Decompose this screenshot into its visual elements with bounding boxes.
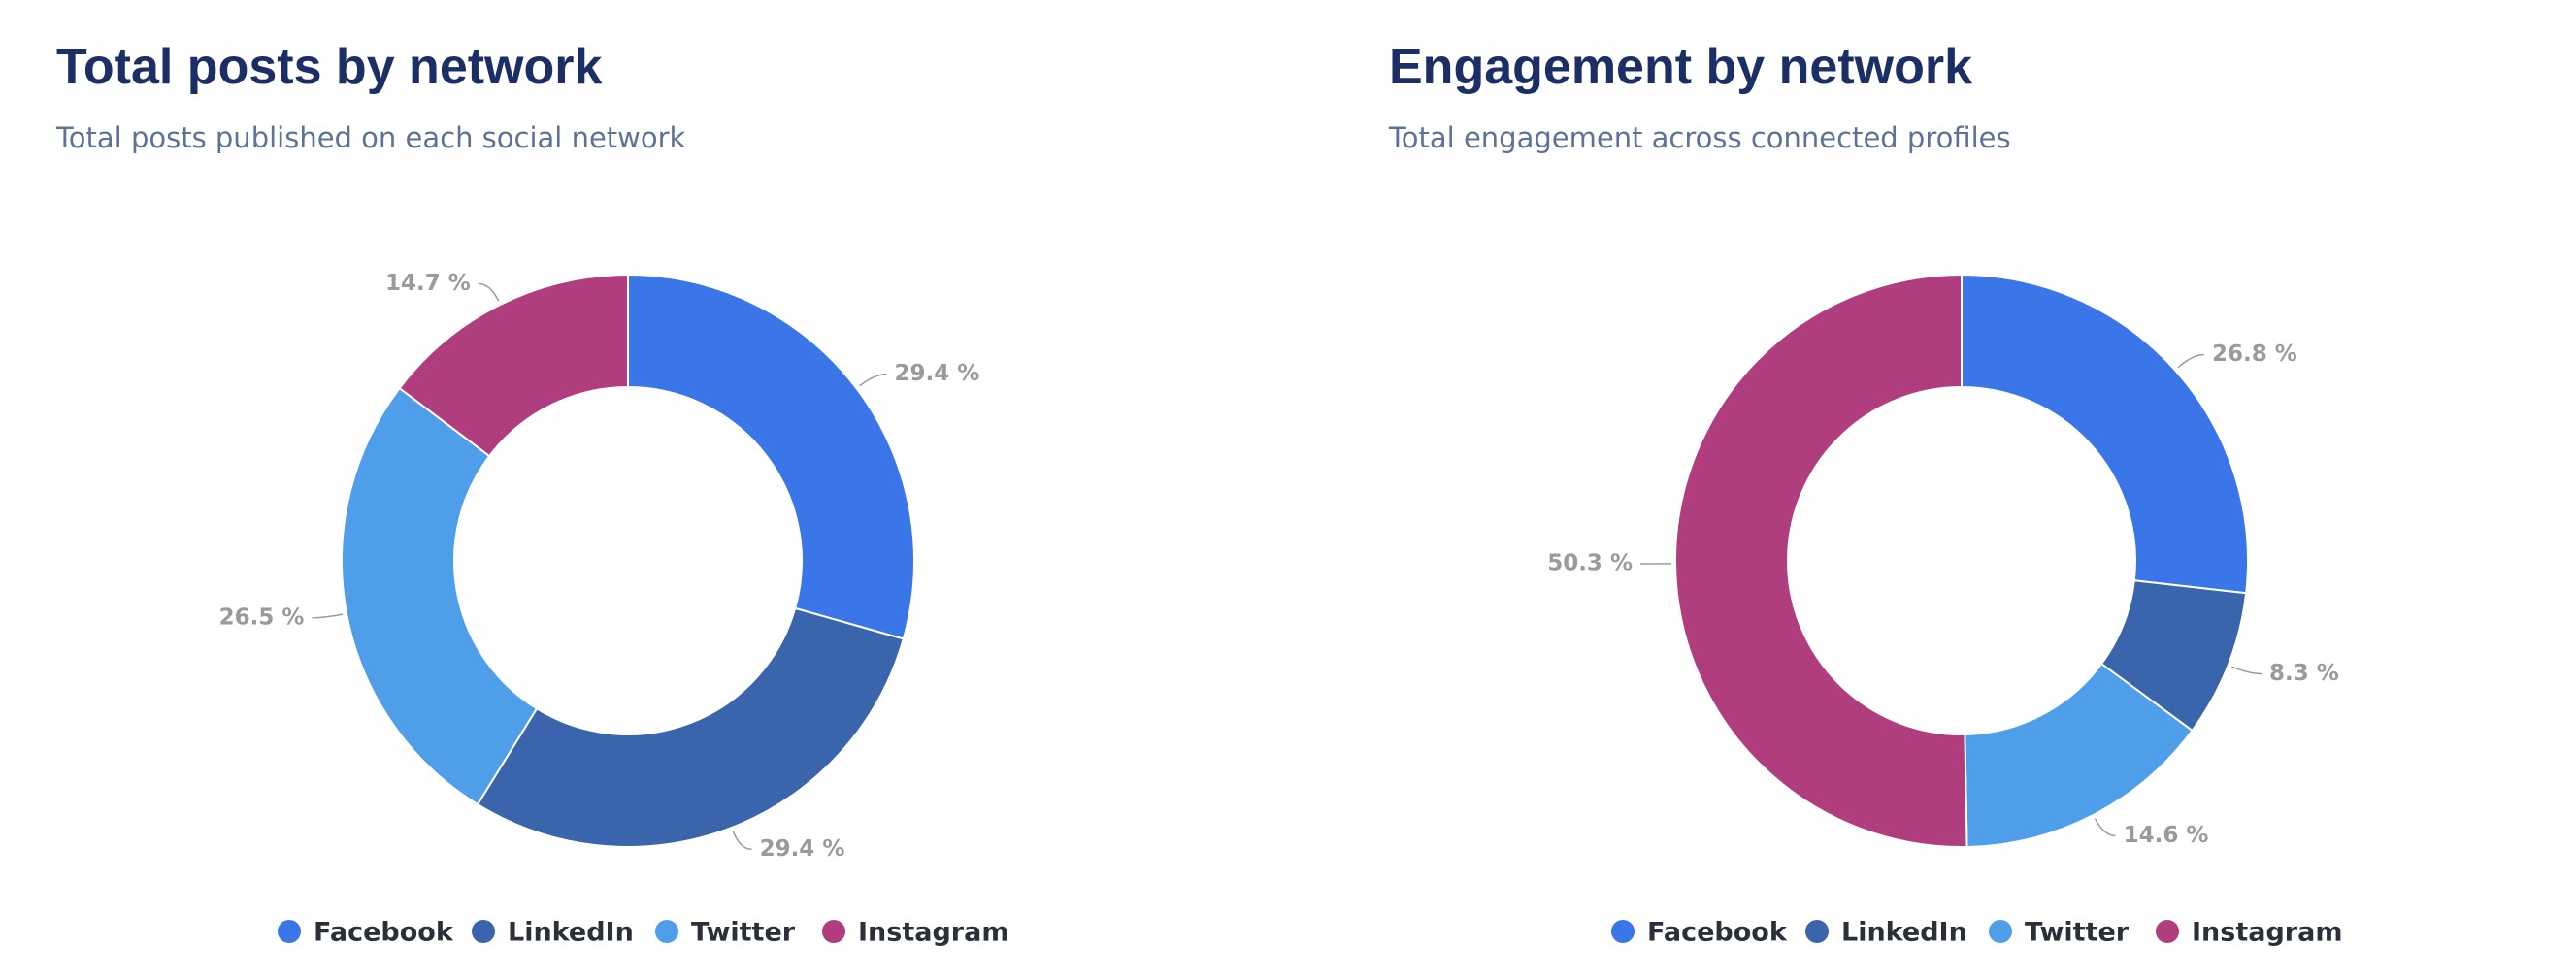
legend-label: Instagram (858, 918, 1008, 948)
chart-title: Engagement by network (1389, 39, 1972, 95)
value-label: 26.8 % (2212, 342, 2297, 367)
legend-marker (472, 920, 495, 943)
legend-marker (1611, 920, 1635, 943)
donut-slice (1674, 273, 1968, 848)
legend-label: Facebook (1647, 918, 1788, 948)
chart: Engagement by network Total engagement ac… (1388, 39, 2342, 948)
chart-subtitle: Total posts published on each social net… (55, 121, 686, 154)
legend-label: Facebook (314, 918, 454, 948)
label-connector (859, 373, 887, 387)
donut-slice (627, 273, 915, 640)
legend-marker (2156, 920, 2179, 943)
label-connector (2094, 818, 2116, 837)
legend-label: Instagram (2192, 918, 2342, 948)
donut-slice (341, 386, 539, 806)
legend-label: LinkedIn (508, 918, 634, 948)
label-connector (2177, 353, 2204, 369)
legend-marker (278, 920, 301, 943)
legend-label: LinkedIn (1841, 918, 1967, 948)
value-label: 8.3 % (2269, 661, 2339, 686)
legend-marker (1989, 920, 2012, 943)
value-label: 29.4 % (760, 836, 845, 862)
label-connector (478, 282, 500, 302)
value-label: 26.5 % (219, 604, 305, 630)
value-label: 14.6 % (2124, 823, 2209, 848)
legend-marker (1805, 920, 1829, 943)
chart-subtitle: Total engagement across connected profil… (1388, 121, 2011, 154)
donut-slice (1961, 273, 2249, 595)
donut-slice (476, 606, 906, 848)
chart-title: Total posts by network (56, 39, 603, 95)
value-label: 29.4 % (894, 361, 979, 386)
legend-marker (655, 920, 678, 943)
chart: Total posts by network Total posts publis… (55, 39, 1008, 948)
label-connector (312, 613, 344, 619)
legend-marker (822, 920, 845, 943)
value-label: 14.7 % (385, 271, 471, 296)
label-connector (2231, 666, 2262, 675)
value-label: 50.3 % (1547, 551, 1633, 576)
legend-label: Twitter (691, 918, 796, 948)
donut-slice (398, 273, 629, 458)
label-connector (732, 831, 752, 851)
legend-label: Twitter (2025, 918, 2130, 948)
